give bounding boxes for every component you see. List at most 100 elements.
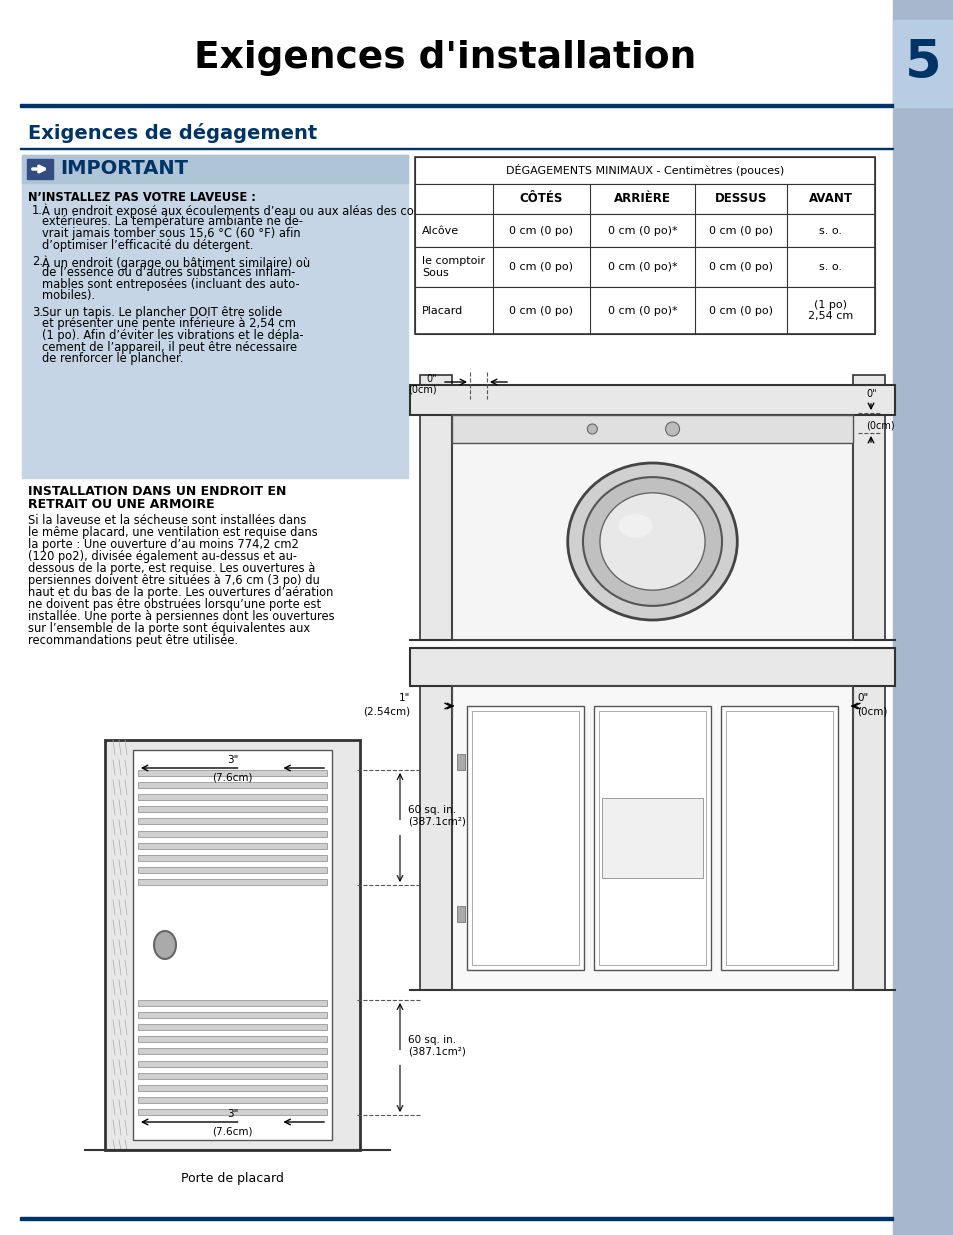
Bar [725,711,832,965]
Ellipse shape [599,493,704,590]
Text: ne doivent pas être obstruées lorsqu’une porte est: ne doivent pas être obstruées lorsqu’une… [28,598,321,611]
Text: (1 po): (1 po) [814,300,846,310]
Text: (0cm): (0cm) [408,385,436,395]
Text: RETRAIT OU UNE ARMOIRE: RETRAIT OU UNE ARMOIRE [28,498,214,511]
Text: (7.6cm): (7.6cm) [212,773,253,783]
Bar [138,794,327,800]
Text: ARRIÈRE: ARRIÈRE [614,193,670,205]
Text: 2.: 2. [32,254,43,268]
Bar [892,0,953,1235]
Bar [132,750,332,1140]
Text: À un endroit (garage ou bâtiment similaire) où: À un endroit (garage ou bâtiment similai… [42,254,310,269]
Bar [138,1024,327,1030]
Text: de renforcer le plancher.: de renforcer le plancher. [42,352,183,366]
Text: sur l’ensemble de la porte sont équivalentes aux: sur l’ensemble de la porte sont équivale… [28,622,310,635]
Bar [138,806,327,813]
Text: mobiles).: mobiles). [42,289,95,303]
Bar [467,706,583,969]
Text: 0 cm (0 po)*: 0 cm (0 po)* [607,226,677,236]
Text: 0 cm (0 po): 0 cm (0 po) [708,305,772,315]
Text: (120 po2), divisée également au-dessus et au-: (120 po2), divisée également au-dessus e… [28,550,296,563]
Text: Sur un tapis. Le plancher DOIT être solide: Sur un tapis. Le plancher DOIT être soli… [42,306,282,319]
Bar [22,156,408,183]
Text: Alcôve: Alcôve [421,226,458,236]
Text: 0": 0" [856,693,867,703]
Bar [138,1000,327,1007]
Text: 1": 1" [398,693,410,703]
Bar [601,798,702,878]
Text: 60 sq. in.
(387.1cm²): 60 sq. in. (387.1cm²) [408,805,465,826]
Bar [20,1216,892,1220]
Bar [105,740,359,1150]
Text: (1 po). Afin d’éviter les vibrations et le dépla-: (1 po). Afin d’éviter les vibrations et … [42,329,303,342]
Bar [419,648,452,990]
Text: IMPORTANT: IMPORTANT [60,159,188,179]
Text: recommandations peut être utilisée.: recommandations peut être utilisée. [28,634,238,647]
Text: (0cm): (0cm) [865,421,894,431]
Bar [410,385,894,415]
Text: Exigences d'installation: Exigences d'installation [193,40,696,77]
Text: DÉGAGEMENTS MINIMAUX - Centimètres (pouces): DÉGAGEMENTS MINIMAUX - Centimètres (pouc… [505,164,783,177]
Text: 60 sq. in.
(387.1cm²): 60 sq. in. (387.1cm²) [408,1035,465,1057]
Text: 0 cm (0 po): 0 cm (0 po) [708,226,772,236]
Bar [138,1097,327,1103]
Bar [138,831,327,836]
Text: Porte de placard: Porte de placard [181,1172,284,1186]
Bar [415,157,874,184]
Bar [138,867,327,873]
Text: 0 cm (0 po): 0 cm (0 po) [509,305,573,315]
Text: 0 cm (0 po): 0 cm (0 po) [708,262,772,272]
Bar [138,819,327,825]
Text: de l’essence ou d’autres substances inflam-: de l’essence ou d’autres substances infl… [42,267,295,279]
Text: Exigences de dégagement: Exigences de dégagement [28,124,317,143]
Text: À un endroit exposé aux écoulements d’eau ou aux aléas des conditions météorolog: À un endroit exposé aux écoulements d’ea… [42,204,559,219]
Text: 0 cm (0 po)*: 0 cm (0 po)* [607,305,677,315]
Text: la porte : Une ouverture d’au moins 774,2 cm2: la porte : Une ouverture d’au moins 774,… [28,538,298,551]
Bar [415,247,874,287]
Text: Si la laveuse et la sécheuse sont installées dans: Si la laveuse et la sécheuse sont instal… [28,514,306,527]
Bar [27,159,53,179]
Text: cement de l’appareil, il peut être nécessaire: cement de l’appareil, il peut être néces… [42,341,296,353]
Bar [415,157,874,333]
Bar [852,375,884,640]
Text: mables sont entreposées (incluant des auto-: mables sont entreposées (incluant des au… [42,278,299,291]
Text: installée. Une porte à persiennes dont les ouvertures: installée. Une porte à persiennes dont l… [28,610,335,622]
Bar [138,1084,327,1091]
Ellipse shape [153,931,175,960]
Bar [20,104,892,107]
Text: 1.: 1. [32,204,43,217]
Bar [452,415,852,443]
Bar [415,214,874,247]
Circle shape [665,422,679,436]
Text: INSTALLATION DANS UN ENDROIT EN: INSTALLATION DANS UN ENDROIT EN [28,485,286,498]
Circle shape [587,424,597,433]
Bar [138,842,327,848]
Text: CÔTÉS: CÔTÉS [519,193,562,205]
Bar [138,879,327,885]
Text: 0": 0" [426,374,436,384]
Bar [720,706,837,969]
Text: extérieures. La température ambiante ne de-: extérieures. La température ambiante ne … [42,215,303,228]
Text: persiennes doivent être situées à 7,6 cm (3 po) du: persiennes doivent être situées à 7,6 cm… [28,574,319,587]
Bar [472,711,578,965]
Bar [419,375,452,640]
Bar [892,20,953,107]
Bar [415,287,874,333]
Text: le même placard, une ventilation est requise dans: le même placard, une ventilation est req… [28,526,317,538]
Bar [456,906,464,923]
Text: 3": 3" [227,1109,238,1119]
Bar [138,769,327,776]
Bar [415,184,874,214]
Bar [138,1013,327,1018]
Bar [852,648,884,990]
Text: 0 cm (0 po): 0 cm (0 po) [509,226,573,236]
Text: (2.54cm): (2.54cm) [362,706,410,716]
Text: Sous: Sous [421,268,448,278]
Bar [138,1073,327,1078]
Text: 0 cm (0 po): 0 cm (0 po) [509,262,573,272]
Ellipse shape [567,463,737,620]
Text: 2,54 cm: 2,54 cm [807,311,853,321]
Text: 3.: 3. [32,306,43,319]
Text: et présenter une pente inférieure à 2,54 cm: et présenter une pente inférieure à 2,54… [42,317,295,331]
Text: N’INSTALLEZ PAS VOTRE LAVEUSE :: N’INSTALLEZ PAS VOTRE LAVEUSE : [28,191,255,204]
